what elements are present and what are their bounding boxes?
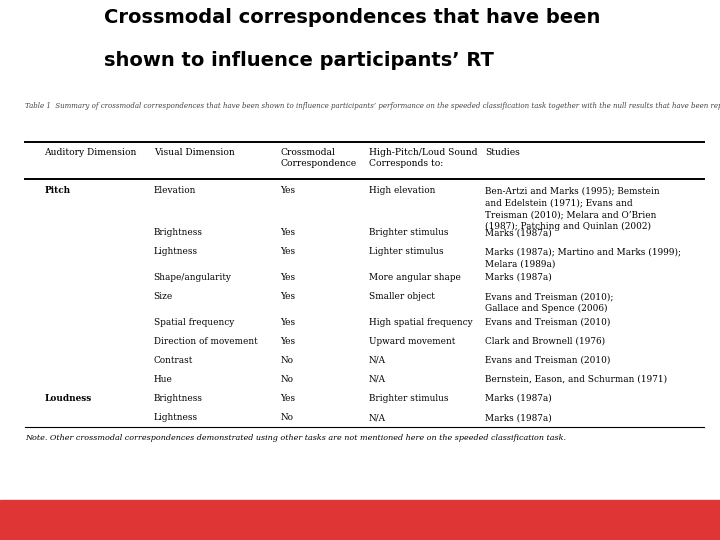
Text: Ben-Artzi and Marks (1995); Bemstein: Ben-Artzi and Marks (1995); Bemstein [485,186,660,195]
Text: Evans and Treisman (2010);: Evans and Treisman (2010); [485,292,613,301]
Text: Loudness: Loudness [44,394,91,403]
Text: No: No [280,413,293,422]
Text: Hue: Hue [153,375,173,384]
Text: Visual Dimension: Visual Dimension [153,148,235,157]
Text: High-Pitch/Loud Sound
Corresponds to:: High-Pitch/Loud Sound Corresponds to: [369,148,477,168]
Text: Brighter stimulus: Brighter stimulus [369,394,449,403]
Text: and Edelstein (1971); Evans and: and Edelstein (1971); Evans and [485,198,633,207]
Text: Spatial frequency: Spatial frequency [153,318,234,327]
Text: Smaller object: Smaller object [369,292,435,301]
Text: Lighter stimulus: Lighter stimulus [369,247,444,256]
Text: More angular shape: More angular shape [369,273,461,282]
Text: Shape/angularity: Shape/angularity [153,273,232,282]
Text: Yes: Yes [280,292,295,301]
Text: KTH: KTH [29,33,47,42]
Text: Table 1  Summary of crossmodal correspondences that have been shown to influence: Table 1 Summary of crossmodal correspond… [25,102,720,110]
Text: Auditory Dimension: Auditory Dimension [44,148,137,157]
Text: Lightness: Lightness [153,413,198,422]
Text: Melara (1989a): Melara (1989a) [485,259,556,268]
Text: Crossmodal correspondences that have been: Crossmodal correspondences that have bee… [104,8,600,27]
Text: Yes: Yes [280,318,295,327]
Text: High elevation: High elevation [369,186,436,195]
Text: Evans and Treisman (2010): Evans and Treisman (2010) [485,318,611,327]
Text: High spatial frequency: High spatial frequency [369,318,473,327]
Text: Marks (1987a): Marks (1987a) [485,413,552,422]
Text: Studies: Studies [485,148,521,157]
Text: No: No [280,375,293,384]
Text: Brighter stimulus: Brighter stimulus [369,228,449,237]
Text: Brightness: Brightness [153,228,202,237]
Text: Bernstein, Eason, and Schurman (1971): Bernstein, Eason, and Schurman (1971) [485,375,667,384]
Text: (1987); Patching and Quinlan (2002): (1987); Patching and Quinlan (2002) [485,222,652,231]
Text: Upward movement: Upward movement [369,337,455,346]
Text: Clark and Brownell (1976): Clark and Brownell (1976) [485,337,606,346]
Text: Note. Other crossmodal correspondences demonstrated using other tasks are not me: Note. Other crossmodal correspondences d… [25,435,566,442]
Text: Yes: Yes [280,186,295,195]
Text: Lightness: Lightness [153,247,198,256]
Text: Marks (1987a): Marks (1987a) [485,394,552,403]
Text: shown to influence participants’ RT: shown to influence participants’ RT [104,51,494,70]
Text: N/A: N/A [369,356,386,365]
Text: Marks (1987a): Marks (1987a) [485,273,552,282]
Text: Direction of movement: Direction of movement [153,337,257,346]
Text: Yes: Yes [280,273,295,282]
Text: Yes: Yes [280,337,295,346]
Text: Yes: Yes [280,228,295,237]
Text: N/A: N/A [369,375,386,384]
Text: No: No [280,356,293,365]
Text: Yes: Yes [280,247,295,256]
Text: Size: Size [153,292,173,301]
Text: Pitch: Pitch [44,186,71,195]
Text: Gallace and Spence (2006): Gallace and Spence (2006) [485,304,608,313]
Text: Marks (1987a): Marks (1987a) [485,228,552,237]
Text: Treisman (2010); Melara and O’Brien: Treisman (2010); Melara and O’Brien [485,210,657,219]
Text: Elevation: Elevation [153,186,196,195]
Text: Brightness: Brightness [153,394,202,403]
Text: Contrast: Contrast [153,356,193,365]
Text: VETENSKAP
OCH KONST: VETENSKAP OCH KONST [29,59,47,68]
Text: Marks (1987a); Martino and Marks (1999);: Marks (1987a); Martino and Marks (1999); [485,247,681,256]
Text: Yes: Yes [280,394,295,403]
Text: Crossmodal
Correspondence: Crossmodal Correspondence [280,148,356,168]
Text: Evans and Treisman (2010): Evans and Treisman (2010) [485,356,611,365]
Text: N/A: N/A [369,413,386,422]
